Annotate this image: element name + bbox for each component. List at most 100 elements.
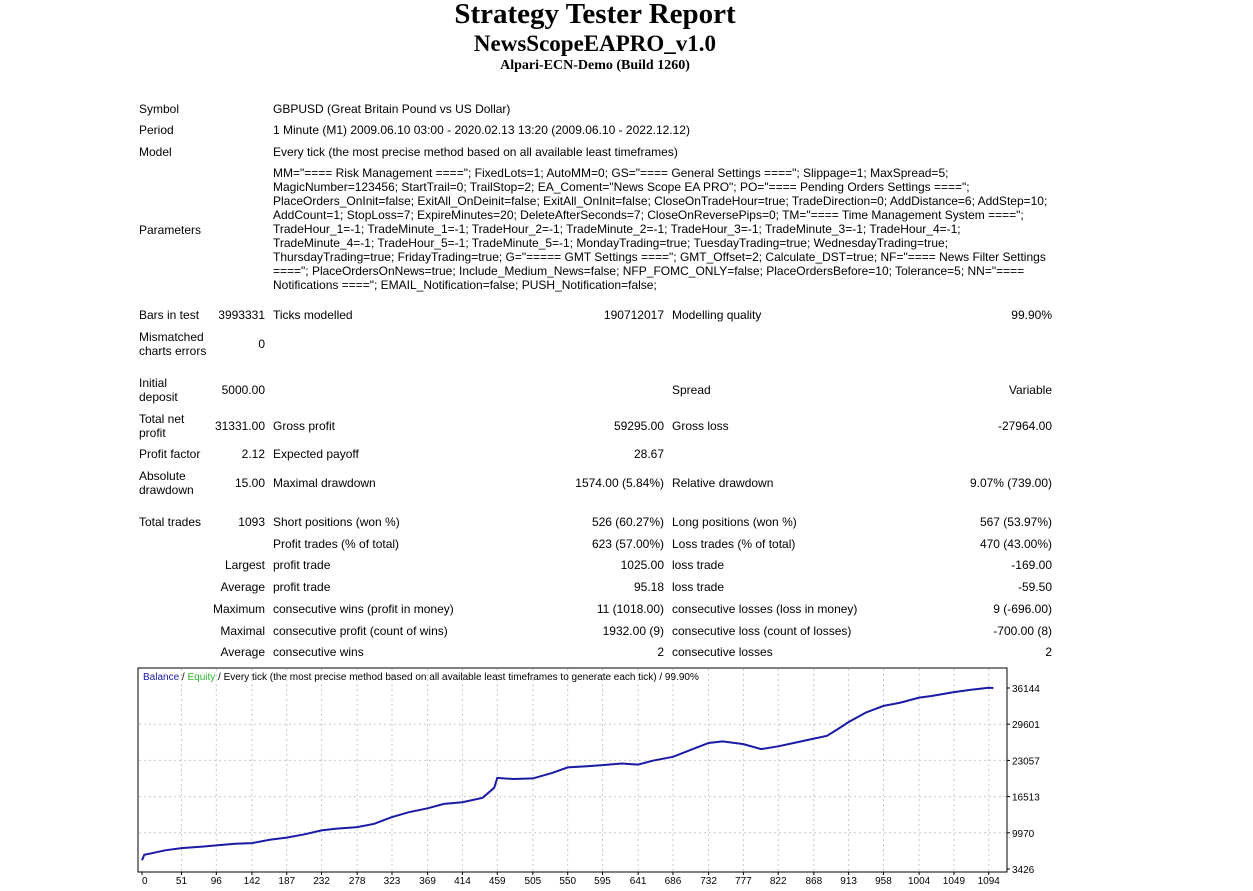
largest-profit-label: profit trade <box>273 558 331 572</box>
parameters-label: Parameters <box>139 223 202 237</box>
legend-separator: / <box>179 672 187 683</box>
average-label: Average <box>220 580 265 594</box>
chart-grid <box>139 669 1006 871</box>
x-tick-label: 595 <box>594 876 611 887</box>
loss-trades-label: Loss trades (% of total) <box>672 537 796 551</box>
loss-trades-value: 470 (43.00%) <box>979 537 1052 551</box>
absolute-drawdown-label-2: drawdown <box>139 483 194 497</box>
profit-trades-value: 623 (57.00%) <box>591 537 664 551</box>
y-axis-ticks: 3426 9970 16513 23057 29601 36144 <box>1007 684 1040 876</box>
avg-consecutive-wins-label: consecutive wins <box>273 645 364 659</box>
largest-profit-value: 1025.00 <box>620 558 664 572</box>
max-consecutive-losses-label: consecutive losses (loss in money) <box>672 602 858 616</box>
y-tick-label: 23057 <box>1012 756 1040 767</box>
absolute-drawdown-label: Absolute <box>139 469 186 483</box>
maximal-consecutive-loss-value: -700.00 (8) <box>993 624 1052 638</box>
profit-factor-label: Profit factor <box>139 447 201 461</box>
ticks-value: 190712017 <box>603 308 664 322</box>
x-tick-label: 1094 <box>978 876 1001 887</box>
total-trades-label: Total trades <box>139 515 202 529</box>
x-tick-label: 51 <box>176 876 188 887</box>
total-trades-value: 1093 <box>238 515 265 529</box>
profit-trades-label: Profit trades (% of total) <box>273 537 400 551</box>
initial-deposit-label-2: deposit <box>139 390 178 404</box>
quality-label: Modelling quality <box>672 308 762 322</box>
x-tick-label: 369 <box>419 876 436 887</box>
x-tick-label: 868 <box>805 876 822 887</box>
x-tick-label: 187 <box>278 876 295 887</box>
x-tick-label: 232 <box>313 876 330 887</box>
long-positions-value: 567 (53.97%) <box>979 515 1052 529</box>
x-tick-label: 0 <box>142 876 148 887</box>
legend-equity: Equity <box>187 672 215 683</box>
x-tick-label: 686 <box>665 876 682 887</box>
x-tick-label: 1004 <box>908 876 931 887</box>
y-tick-label: 29601 <box>1012 720 1040 731</box>
period-value: 1 Minute (M1) 2009.06.10 03:00 - 2020.02… <box>273 123 690 137</box>
expert-name: NewsScopeEAPRO_v1.0 <box>473 31 717 56</box>
x-tick-label: 641 <box>630 876 647 887</box>
mismatch-label-2: charts errors <box>139 344 207 358</box>
largest-label: Largest <box>224 558 265 572</box>
average-profit-value: 95.18 <box>633 580 664 594</box>
x-tick-label: 505 <box>525 876 542 887</box>
short-positions-label: Short positions (won %) <box>273 515 400 529</box>
average-consecutive-label: Average <box>220 645 265 659</box>
x-tick-label: 459 <box>489 876 506 887</box>
maximal-label: Maximal <box>220 624 265 638</box>
legend-description: / Every tick (the most precise method ba… <box>215 672 699 683</box>
symbol-label: Symbol <box>139 102 180 116</box>
net-profit-value: 31331.00 <box>214 419 265 433</box>
chart-frame <box>137 667 1008 873</box>
x-tick-label: 550 <box>559 876 576 887</box>
bars-label: Bars in test <box>139 308 200 322</box>
x-axis-ticks: 0 51 96 142 187 232 278 323 369 414 459 505 550 595 64… <box>141 872 1001 887</box>
x-tick-label: 1049 <box>943 876 966 887</box>
maximum-label: Maximum <box>212 602 265 616</box>
max-consecutive-wins-label: consecutive wins (profit in money) <box>273 602 454 616</box>
report-title: Strategy Tester Report <box>454 0 736 30</box>
avg-consecutive-wins-value: 2 <box>657 645 664 659</box>
average-loss-value: -59.50 <box>1017 580 1052 594</box>
x-tick-label: 323 <box>384 876 401 887</box>
parameters-value: MM="==== Risk Management ===="; FixedLot… <box>273 166 1048 292</box>
expected-payoff-label: Expected payoff <box>273 447 359 461</box>
max-consecutive-wins-value: 11 (1018.00) <box>596 602 664 616</box>
largest-loss-value: -169.00 <box>1011 558 1052 572</box>
maximal-consecutive-profit-value: 1932.00 (9) <box>602 624 664 638</box>
spread-label: Spread <box>672 383 711 397</box>
x-tick-label: 777 <box>735 876 752 887</box>
spread-value: Variable <box>1008 383 1052 397</box>
gross-loss-value: -27964.00 <box>997 419 1052 433</box>
model-value: Every tick (the most precise method base… <box>273 145 678 159</box>
bars-value: 3993331 <box>218 308 265 322</box>
balance-chart: 0 51 96 142 187 232 278 323 369 414 459 505 550 595 64… <box>137 667 1040 887</box>
maximal-consecutive-loss-label: consecutive loss (count of losses) <box>672 624 852 638</box>
long-positions-label: Long positions (won %) <box>672 515 797 529</box>
mismatch-label: Mismatched <box>139 330 204 344</box>
initial-deposit-value: 5000.00 <box>221 383 265 397</box>
x-tick-label: 732 <box>700 876 717 887</box>
x-tick-label: 278 <box>349 876 366 887</box>
x-tick-label: 96 <box>211 876 223 887</box>
net-profit-label-2: profit <box>139 426 166 440</box>
max-consecutive-losses-value: 9 (-696.00) <box>993 602 1052 616</box>
y-tick-label: 36144 <box>1012 684 1040 695</box>
average-loss-label: loss trade <box>672 580 725 594</box>
gross-profit-label: Gross profit <box>273 419 336 433</box>
y-tick-label: 3426 <box>1012 865 1035 876</box>
gross-profit-value: 59295.00 <box>613 419 664 433</box>
y-tick-label: 9970 <box>1012 829 1035 840</box>
net-profit-label: Total net <box>139 412 185 426</box>
model-label: Model <box>139 145 172 159</box>
initial-deposit-label: Initial <box>139 376 168 390</box>
x-tick-label: 414 <box>454 876 471 887</box>
maximal-consecutive-profit-label: consecutive profit (count of wins) <box>273 624 448 638</box>
relative-drawdown-label: Relative drawdown <box>672 476 774 490</box>
balance-line <box>141 686 994 861</box>
server-name: Alpari-ECN-Demo (Build 1260) <box>500 58 690 73</box>
symbol-value: GBPUSD (Great Britain Pound vs US Dollar… <box>273 102 511 116</box>
mismatch-value: 0 <box>258 337 265 351</box>
x-tick-label: 142 <box>244 876 261 887</box>
short-positions-value: 526 (60.27%) <box>591 515 664 529</box>
